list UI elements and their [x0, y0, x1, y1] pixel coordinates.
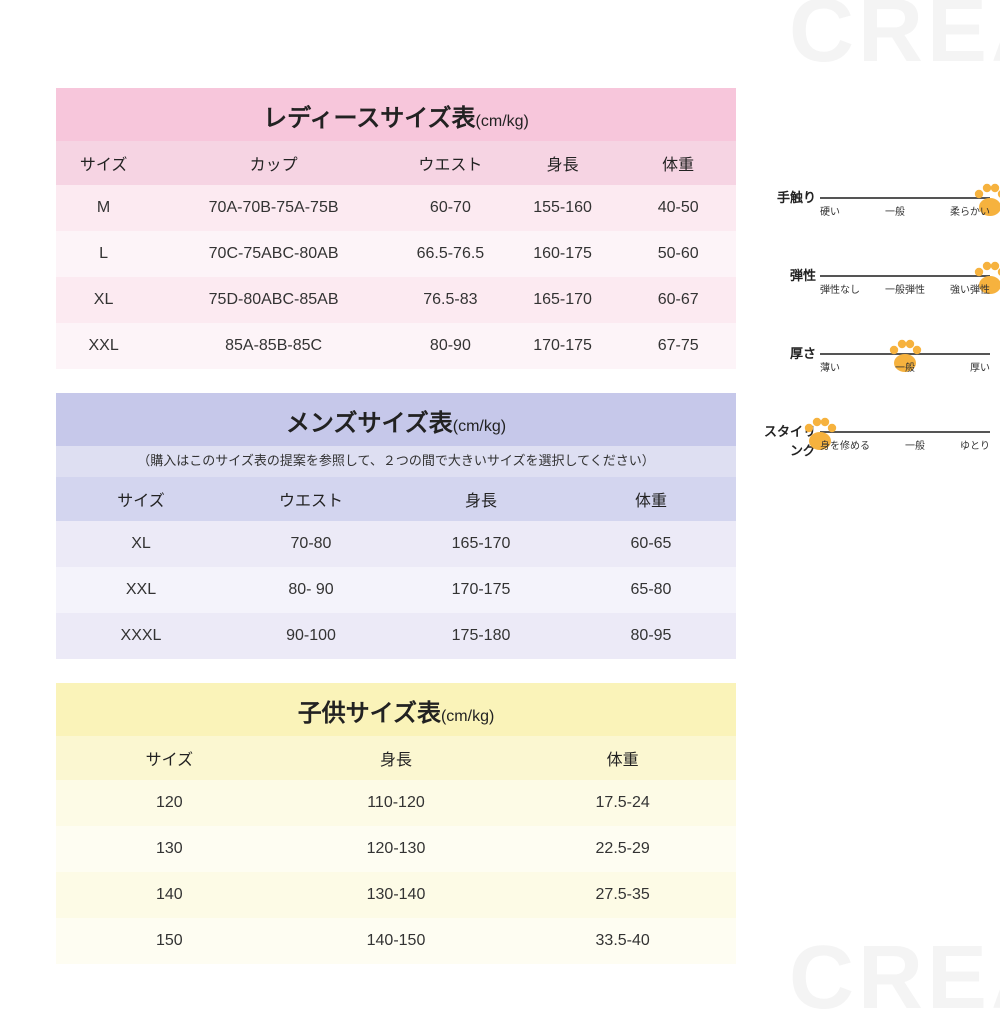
title-text: メンズサイズ表 [286, 410, 453, 437]
mens-title: メンズサイズ表(cm/kg) [56, 393, 736, 446]
rating-track [820, 275, 990, 277]
col-header: サイズ [56, 141, 151, 185]
table-header: サイズ ウエスト 身長 体重 [56, 477, 736, 521]
col-header: 身長 [283, 736, 510, 780]
col-header: カップ [151, 141, 396, 185]
table-row: XL75D-80ABC-85AB76.5-83165-17060-67 [56, 277, 736, 323]
title-unit: (cm/kg) [453, 418, 506, 435]
rating-track [820, 353, 990, 355]
rating-label: 弾性 [754, 265, 816, 284]
table-row: 150140-15033.5-40 [56, 918, 736, 964]
col-header: 身長 [505, 141, 621, 185]
watermark: CREA [789, 927, 1000, 1030]
ratings-panel: 手触り 硬い 一般 柔らかい 弾性 弾性なし 一般弾性 強い弾性 厚さ [754, 175, 994, 487]
col-header: ウエスト [396, 141, 505, 185]
table-header: サイズ 身長 体重 [56, 736, 736, 780]
rating-row: 厚さ 薄い 一般 厚い [754, 331, 994, 401]
col-header: 体重 [566, 477, 736, 521]
table-row: M70A-70B-75A-75B60-70155-16040-50 [56, 185, 736, 231]
table-row: XXL85A-85B-85C80-90170-17567-75 [56, 323, 736, 369]
col-header: 体重 [509, 736, 736, 780]
rating-ticks: 薄い 一般 厚い [820, 359, 990, 374]
table-row: 120110-12017.5-24 [56, 780, 736, 826]
title-text: レディースサイズ表 [263, 105, 475, 132]
ladies-table: レディースサイズ表(cm/kg) サイズ カップ ウエスト 身長 体重 M70A… [56, 88, 736, 369]
title-unit: (cm/kg) [476, 113, 529, 130]
watermark: CREA [789, 0, 1000, 83]
table-row: 130120-13022.5-29 [56, 826, 736, 872]
col-header: サイズ [56, 477, 226, 521]
col-header: 身長 [396, 477, 566, 521]
table-row: L70C-75ABC-80AB66.5-76.5160-17550-60 [56, 231, 736, 277]
col-header: サイズ [56, 736, 283, 780]
rating-label: 厚さ [754, 343, 816, 362]
rating-label: 手触り [754, 187, 816, 206]
title-unit: (cm/kg) [441, 708, 494, 725]
mens-note: （購入はこのサイズ表の提案を参照して、２つの間で大きいサイズを選択してください） [56, 446, 736, 477]
rating-track [820, 197, 990, 199]
ladies-title: レディースサイズ表(cm/kg) [56, 88, 736, 141]
col-header: 体重 [620, 141, 736, 185]
table-row: 140130-14027.5-35 [56, 872, 736, 918]
rating-row: 手触り 硬い 一般 柔らかい [754, 175, 994, 245]
rating-row: 弾性 弾性なし 一般弾性 強い弾性 [754, 253, 994, 323]
size-tables: レディースサイズ表(cm/kg) サイズ カップ ウエスト 身長 体重 M70A… [56, 88, 736, 964]
table-header: サイズ カップ ウエスト 身長 体重 [56, 141, 736, 185]
rating-ticks: 弾性なし 一般弾性 強い弾性 [820, 281, 990, 296]
title-text: 子供サイズ表 [298, 700, 441, 727]
mens-table: メンズサイズ表(cm/kg) （購入はこのサイズ表の提案を参照して、２つの間で大… [56, 393, 736, 659]
table-row: XL70-80165-17060-65 [56, 521, 736, 567]
kids-title: 子供サイズ表(cm/kg) [56, 683, 736, 736]
rating-ticks: 身を修める 一般 ゆとり [820, 437, 990, 452]
rating-ticks: 硬い 一般 柔らかい [820, 203, 990, 218]
col-header: ウエスト [226, 477, 396, 521]
table-row: XXL80- 90170-17565-80 [56, 567, 736, 613]
rating-row: スタイリング 身を修める 一般 ゆとり [754, 409, 994, 479]
rating-track [820, 431, 990, 433]
table-row: XXXL90-100175-18080-95 [56, 613, 736, 659]
kids-table: 子供サイズ表(cm/kg) サイズ 身長 体重 120110-12017.5-2… [56, 683, 736, 964]
